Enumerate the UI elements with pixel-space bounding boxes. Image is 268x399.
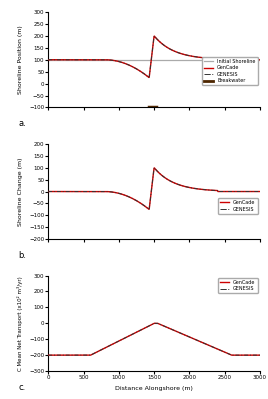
Y-axis label: C Mean Net Transport (x10² m³/yr): C Mean Net Transport (x10² m³/yr)	[17, 276, 23, 371]
Text: a.: a.	[18, 119, 26, 128]
Y-axis label: Shoreline Position (m): Shoreline Position (m)	[18, 26, 23, 94]
Text: b.: b.	[18, 251, 27, 260]
Legend: GenCade, GENESIS: GenCade, GENESIS	[218, 278, 258, 293]
Legend: Initial Shoreline, GenCade, GENESIS, Breakwater: Initial Shoreline, GenCade, GENESIS, Bre…	[202, 57, 258, 85]
Text: c.: c.	[18, 383, 26, 391]
Y-axis label: Shoreline Change (m): Shoreline Change (m)	[18, 157, 23, 226]
X-axis label: Distance Alongshore (m): Distance Alongshore (m)	[115, 386, 193, 391]
Legend: GenCade, GENESIS: GenCade, GENESIS	[218, 198, 258, 213]
